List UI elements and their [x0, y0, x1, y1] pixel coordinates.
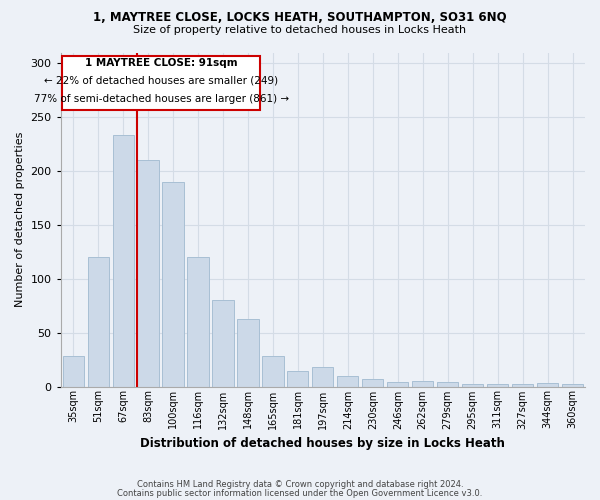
Bar	[62, 356, 84, 386]
Bar	[287, 372, 308, 386]
Text: Size of property relative to detached houses in Locks Heath: Size of property relative to detached ho…	[133, 25, 467, 35]
Bar	[512, 384, 533, 386]
Y-axis label: Number of detached properties: Number of detached properties	[15, 132, 25, 307]
Bar	[562, 384, 583, 386]
Bar	[462, 384, 483, 386]
Text: 77% of semi-detached houses are larger (861) →: 77% of semi-detached houses are larger (…	[34, 94, 289, 104]
Bar	[163, 182, 184, 386]
Bar	[262, 356, 284, 386]
Bar	[312, 367, 334, 386]
Bar	[113, 136, 134, 386]
Text: 1, MAYTREE CLOSE, LOCKS HEATH, SOUTHAMPTON, SO31 6NQ: 1, MAYTREE CLOSE, LOCKS HEATH, SOUTHAMPT…	[93, 11, 507, 24]
Text: Contains HM Land Registry data © Crown copyright and database right 2024.: Contains HM Land Registry data © Crown c…	[137, 480, 463, 489]
Bar	[362, 379, 383, 386]
FancyBboxPatch shape	[62, 56, 260, 110]
Bar	[537, 384, 558, 386]
Bar	[387, 382, 409, 386]
Bar	[337, 376, 358, 386]
Bar	[137, 160, 159, 386]
Text: Contains public sector information licensed under the Open Government Licence v3: Contains public sector information licen…	[118, 489, 482, 498]
Text: ← 22% of detached houses are smaller (249): ← 22% of detached houses are smaller (24…	[44, 76, 278, 86]
Text: 1 MAYTREE CLOSE: 91sqm: 1 MAYTREE CLOSE: 91sqm	[85, 58, 238, 68]
Bar	[238, 318, 259, 386]
Bar	[212, 300, 233, 386]
X-axis label: Distribution of detached houses by size in Locks Heath: Distribution of detached houses by size …	[140, 437, 505, 450]
Bar	[437, 382, 458, 386]
Bar	[88, 257, 109, 386]
Bar	[187, 257, 209, 386]
Bar	[487, 384, 508, 386]
Bar	[412, 381, 433, 386]
